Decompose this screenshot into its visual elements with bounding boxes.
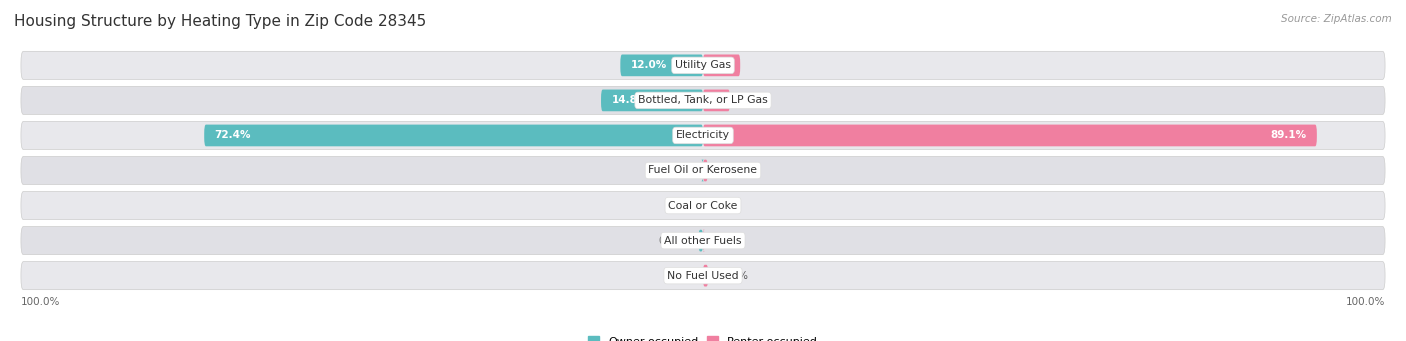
Text: All other Fuels: All other Fuels [664, 236, 742, 246]
FancyBboxPatch shape [204, 124, 703, 146]
FancyBboxPatch shape [703, 124, 1317, 146]
FancyBboxPatch shape [703, 230, 704, 251]
FancyBboxPatch shape [703, 265, 709, 286]
FancyBboxPatch shape [620, 55, 703, 76]
FancyBboxPatch shape [21, 51, 1385, 79]
Text: 0.74%: 0.74% [716, 271, 748, 281]
FancyBboxPatch shape [21, 121, 1385, 149]
Text: Fuel Oil or Kerosene: Fuel Oil or Kerosene [648, 165, 758, 176]
Text: 5.4%: 5.4% [700, 60, 730, 70]
FancyBboxPatch shape [703, 90, 730, 111]
Text: 72.4%: 72.4% [215, 131, 252, 140]
FancyBboxPatch shape [21, 86, 1385, 115]
Text: 100.0%: 100.0% [1346, 297, 1385, 307]
FancyBboxPatch shape [703, 55, 740, 76]
FancyBboxPatch shape [600, 90, 703, 111]
Text: 0.0%: 0.0% [669, 271, 696, 281]
Text: 12.0%: 12.0% [631, 60, 666, 70]
Text: 14.8%: 14.8% [612, 95, 648, 105]
Text: Utility Gas: Utility Gas [675, 60, 731, 70]
Legend: Owner-occupied, Renter-occupied: Owner-occupied, Renter-occupied [588, 336, 818, 341]
Text: 0.68%: 0.68% [714, 165, 748, 176]
Text: Coal or Coke: Coal or Coke [668, 201, 738, 210]
Text: 0.23%: 0.23% [711, 236, 744, 246]
FancyBboxPatch shape [699, 230, 703, 251]
FancyBboxPatch shape [703, 160, 707, 181]
Text: 0.0%: 0.0% [669, 201, 696, 210]
Text: Electricity: Electricity [676, 131, 730, 140]
Text: Source: ZipAtlas.com: Source: ZipAtlas.com [1281, 14, 1392, 24]
Text: Bottled, Tank, or LP Gas: Bottled, Tank, or LP Gas [638, 95, 768, 105]
Text: 0.0%: 0.0% [710, 201, 737, 210]
Text: 0.11%: 0.11% [662, 165, 696, 176]
Text: 3.9%: 3.9% [737, 95, 763, 105]
Text: 89.1%: 89.1% [1271, 131, 1306, 140]
Text: 100.0%: 100.0% [21, 297, 60, 307]
FancyBboxPatch shape [21, 157, 1385, 184]
Text: Housing Structure by Heating Type in Zip Code 28345: Housing Structure by Heating Type in Zip… [14, 14, 426, 29]
FancyBboxPatch shape [21, 262, 1385, 290]
Text: 0.65%: 0.65% [658, 236, 692, 246]
FancyBboxPatch shape [21, 192, 1385, 220]
FancyBboxPatch shape [702, 160, 704, 181]
FancyBboxPatch shape [21, 226, 1385, 255]
Text: No Fuel Used: No Fuel Used [668, 271, 738, 281]
